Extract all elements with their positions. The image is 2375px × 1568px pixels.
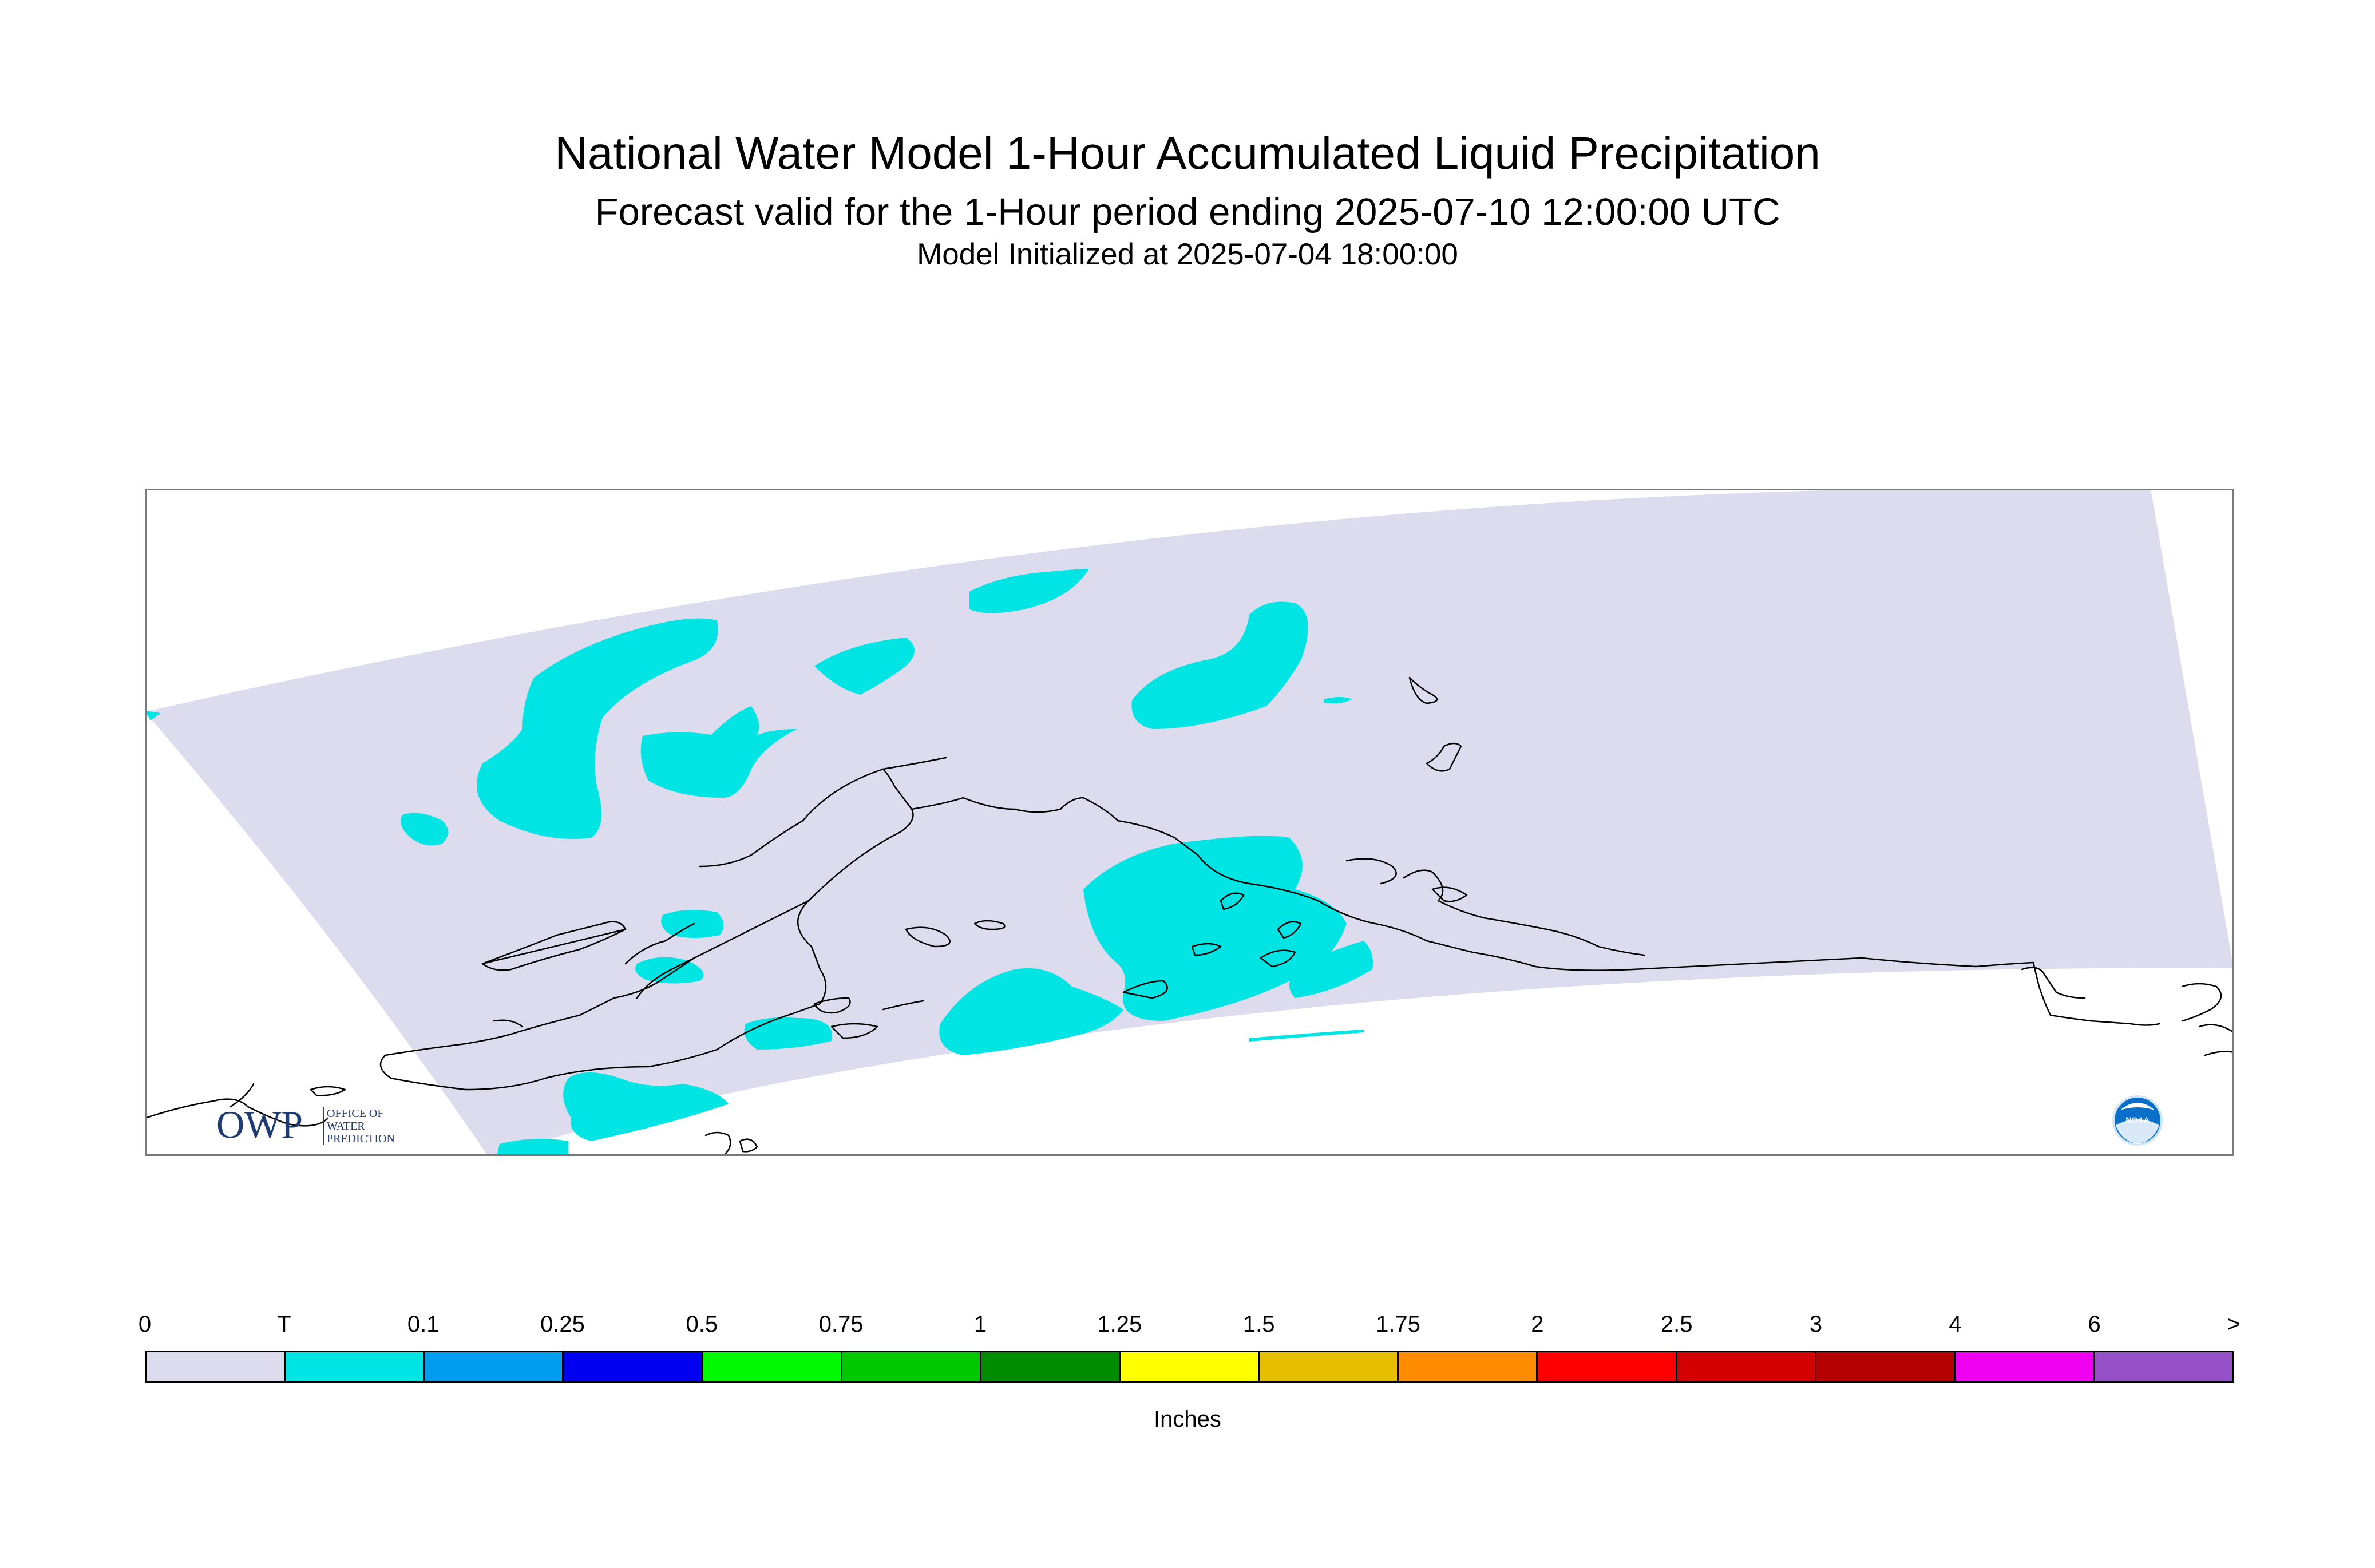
legend-color-swatch (425, 1352, 564, 1381)
legend-color-swatch (703, 1352, 842, 1381)
map-frame (145, 489, 2234, 1156)
legend-tick-label: 2 (1531, 1312, 1544, 1337)
precip-area (1249, 1030, 1364, 1042)
legend-tick-label: 0 (138, 1312, 152, 1337)
precip-area (969, 569, 1089, 613)
legend-color-swatch (842, 1352, 981, 1381)
legend-tick-label: 0.25 (540, 1312, 585, 1337)
legend-color-swatch (286, 1352, 425, 1381)
legend-color-swatch (1955, 1352, 2095, 1381)
legend-color-swatch (1120, 1352, 1260, 1381)
legend-units-label: Inches (1154, 1407, 1221, 1432)
legend-tick-label: 1.75 (1376, 1312, 1420, 1337)
model-initialized-label: Model Initialized at 2025-07-04 18:00:00 (917, 237, 1458, 271)
legend-tick-label: 0.1 (407, 1312, 440, 1337)
precip-area (145, 711, 161, 720)
precip-area (1289, 941, 1373, 998)
model-domain-area (145, 489, 2234, 1156)
precip-area (744, 1017, 833, 1050)
legend-tick-label: 0.5 (686, 1312, 718, 1337)
precip-area (814, 638, 915, 695)
coastline (145, 676, 2234, 1156)
legend-tick-label: 3 (1809, 1312, 1823, 1337)
owp-logo-line-1: OFFICE OF (327, 1107, 383, 1120)
precip-area (939, 968, 1123, 1055)
precip-area (1324, 697, 1352, 704)
precipitation-map: OWP OFFICE OF WATER PREDICTION NOAA (145, 489, 2234, 1156)
precip-area (563, 1072, 729, 1141)
legend-tick-label: 6 (2088, 1312, 2101, 1337)
precip-area (497, 1139, 568, 1156)
owp-logo-mark: OWP (216, 1103, 303, 1146)
owp-logo-line-3: PREDICTION (327, 1133, 395, 1145)
legend-color-swatch (1399, 1352, 1538, 1381)
legend-tick-label: 1 (973, 1312, 987, 1337)
legend-color-swatch (1677, 1352, 1816, 1381)
legend-color-swatch (2094, 1352, 2232, 1381)
map-title: National Water Model 1-Hour Accumulated … (555, 128, 1820, 179)
noaa-logo-mark: NOAA (2125, 1115, 2149, 1124)
legend-color-swatch (1260, 1352, 1399, 1381)
owp-logo-line-2: WATER (327, 1120, 365, 1133)
legend-tick-label: > (2227, 1312, 2241, 1337)
owp-logo: OWP OFFICE OF WATER PREDICTION (216, 1103, 395, 1146)
legend-tick-label: 4 (1949, 1312, 1962, 1337)
precip-area (477, 618, 718, 839)
noaa-logo: NOAA (2112, 1095, 2163, 1146)
precip-area (1131, 601, 1308, 729)
legend-color-swatch (981, 1352, 1121, 1381)
legend-tick-label: 0.75 (818, 1312, 864, 1337)
legend-color-swatch (1816, 1352, 1956, 1381)
legend-color-swatch (147, 1352, 286, 1381)
precipitation-areas (145, 569, 1373, 1156)
precip-area (1083, 836, 1347, 1021)
legend-color-swatch (564, 1352, 703, 1381)
legend-color-bar (145, 1351, 2234, 1383)
legend-color-swatch (1538, 1352, 1677, 1381)
precipitation-legend: 0 T 0.1 0.25 0.5 0.75 1 1.25 1.5 1.75 2 2.5 3 4 6 > Inc… (0, 1305, 2375, 1454)
legend-tick-label: 1.5 (1242, 1312, 1275, 1337)
legend-tick-label: T (277, 1312, 291, 1337)
precip-area (401, 813, 448, 846)
forecast-valid-subtitle: Forecast valid for the 1-Hour period end… (595, 191, 1780, 233)
precip-area (640, 706, 797, 798)
legend-tick-label: 2.5 (1660, 1312, 1693, 1337)
legend-tick-label: 1.25 (1097, 1312, 1142, 1337)
